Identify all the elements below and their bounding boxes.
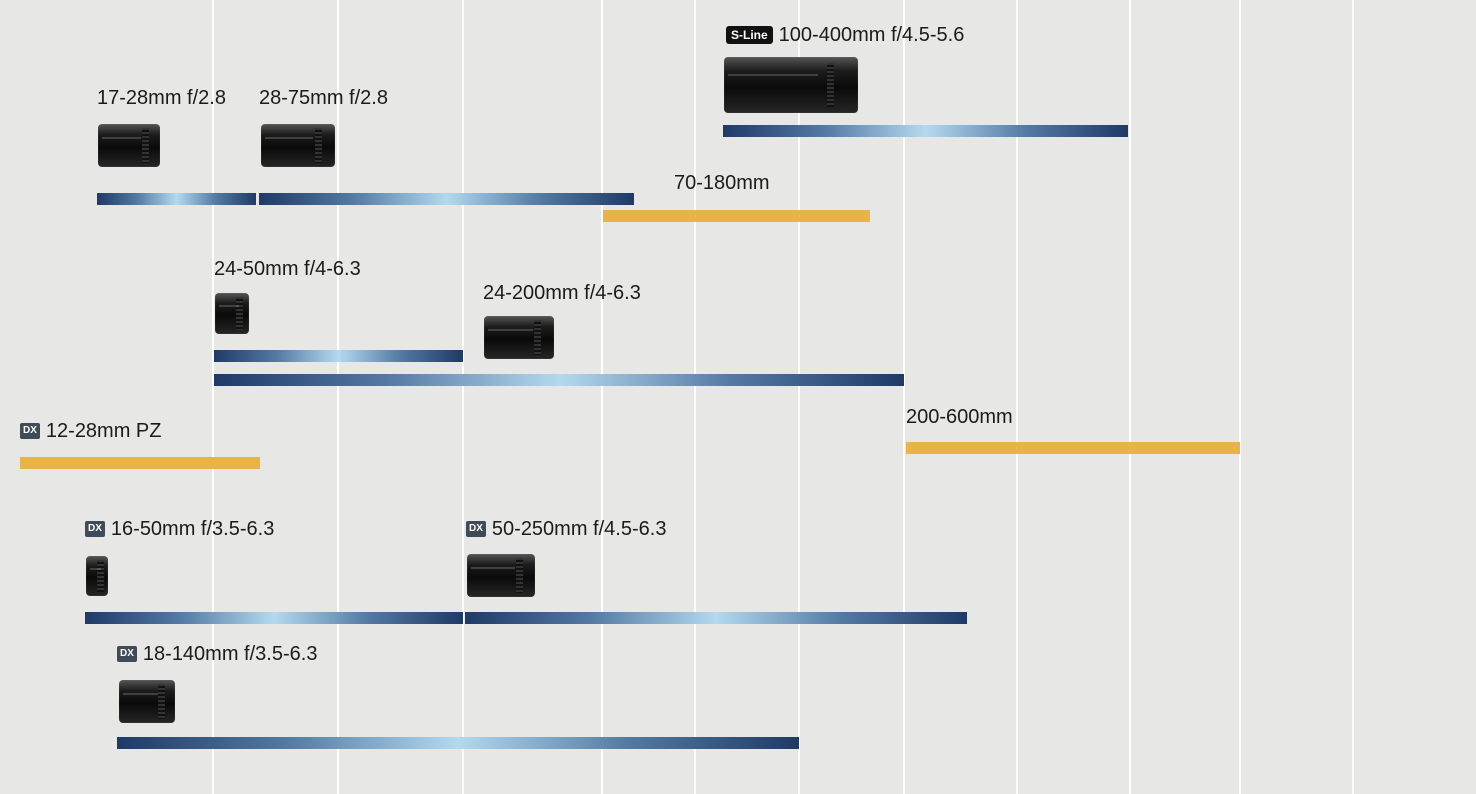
lens-label-24-50: 24-50mm f/4-6.3 (214, 257, 361, 281)
camera-lens-icon (261, 124, 335, 167)
lens-label-24-200: 24-200mm f/4-6.3 (483, 281, 641, 305)
lens-label-50-250: DX 50-250mm f/4.5-6.3 (466, 517, 666, 541)
lens-name: 17-28mm f/2.8 (97, 87, 226, 109)
range-bar-200-600 (906, 442, 1240, 454)
range-bar-100-400 (723, 125, 1128, 137)
lens-name: 100-400mm f/4.5-5.6 (778, 24, 965, 46)
lens-name: 50-250mm f/4.5-6.3 (491, 518, 667, 540)
range-bar-70-180 (603, 210, 870, 222)
gridline-11 (1352, 0, 1354, 794)
camera-lens-icon (215, 293, 249, 334)
range-bar-18-140 (117, 737, 799, 749)
lens-label-12-28: DX 12-28mm PZ (20, 419, 162, 443)
dx-badge-icon: DX (20, 423, 40, 439)
gridline-10 (1239, 0, 1241, 794)
gridline-3 (462, 0, 464, 794)
range-bar-24-50 (214, 350, 463, 362)
lens-label-70-180: 70-180mm (674, 171, 770, 195)
range-bar-17-28 (97, 193, 256, 205)
lens-label-17-28: 17-28mm f/2.8 (97, 86, 226, 110)
lens-label-18-140: DX 18-140mm f/3.5-6.3 (117, 642, 317, 666)
lens-label-100-400: S-Line 100-400mm f/4.5-5.6 (726, 23, 964, 47)
dx-badge-icon: DX (466, 521, 486, 537)
lens-name: 70-180mm (674, 172, 770, 194)
gridline-4 (601, 0, 603, 794)
camera-lens-icon (86, 556, 108, 596)
dx-badge-icon: DX (117, 646, 137, 662)
range-bar-28-75 (259, 193, 634, 205)
lens-name: 24-200mm f/4-6.3 (483, 282, 641, 304)
camera-lens-icon (98, 124, 160, 167)
gridline-1 (212, 0, 214, 794)
camera-lens-icon (119, 680, 175, 723)
gridline-6 (798, 0, 800, 794)
range-bar-24-200 (214, 374, 904, 386)
range-bar-16-50 (85, 612, 463, 624)
lens-label-200-600: 200-600mm (906, 405, 1013, 429)
gridline-8 (1016, 0, 1018, 794)
camera-lens-icon (484, 316, 554, 359)
s-line-badge-icon: S-Line (726, 26, 773, 44)
lens-label-16-50: DX 16-50mm f/3.5-6.3 (85, 517, 274, 541)
lens-name: 200-600mm (906, 406, 1013, 428)
lens-name: 16-50mm f/3.5-6.3 (110, 518, 275, 540)
lens-name: 18-140mm f/3.5-6.3 (142, 643, 318, 665)
lens-name: 24-50mm f/4-6.3 (214, 258, 361, 280)
gridline-2 (337, 0, 339, 794)
gridline-7 (903, 0, 905, 794)
lens-label-28-75: 28-75mm f/2.8 (259, 86, 388, 110)
camera-lens-icon (724, 57, 858, 113)
gridline-5 (694, 0, 696, 794)
gridline-9 (1129, 0, 1131, 794)
lens-name: 12-28mm PZ (45, 420, 162, 442)
lens-name: 28-75mm f/2.8 (259, 87, 388, 109)
dx-badge-icon: DX (85, 521, 105, 537)
range-bar-50-250 (465, 612, 967, 624)
range-bar-12-28 (20, 457, 260, 469)
camera-lens-icon (467, 554, 535, 597)
